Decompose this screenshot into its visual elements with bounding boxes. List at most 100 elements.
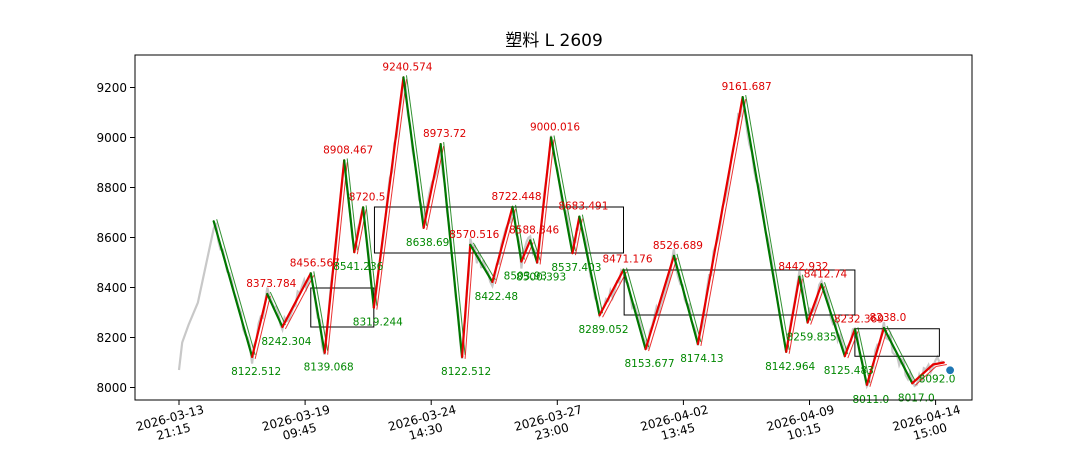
plot-frame: [134, 54, 973, 401]
pivot-label: 8526.689: [653, 240, 703, 252]
zigzag-down-segment: [549, 136, 574, 255]
zigzag-shadow-segment: [886, 325, 916, 382]
zigzag-down-segment: [212, 220, 254, 358]
pivot-label: 8242.304: [261, 336, 311, 348]
zigzag-up-segment: [491, 205, 514, 283]
y-tick-label: 9000: [96, 131, 127, 145]
zigzag-down-segment: [266, 292, 284, 329]
chart-title: 塑料 L 2609: [505, 31, 603, 51]
pivot-label: 8153.677: [625, 358, 675, 370]
pivot-label: 8412.74: [804, 268, 848, 280]
zigzag-shadow-segment: [269, 291, 286, 326]
pivot-label: 8259.835: [787, 332, 837, 344]
zigzag-shadow-segment: [745, 94, 790, 350]
zigzag-up-segment: [785, 275, 801, 353]
pivot-labels: 8122.512 8373.784 8242.304 8456.567 8139.068…: [231, 61, 955, 405]
pivot-label: 8122.512: [231, 366, 281, 378]
zigzag-down-segment: [741, 95, 788, 353]
zigzag-down-segment: [469, 243, 494, 283]
zigzag-shadow-segment: [216, 219, 256, 356]
zigzag-up-segment: [931, 361, 945, 366]
x-tick-label: 2026-03-2723:00: [513, 402, 588, 447]
zigzag-down-segment: [439, 142, 464, 358]
pivot-label: 8456.567: [290, 257, 340, 269]
last-price-marker: [945, 365, 956, 376]
zigzag-up-segment: [353, 206, 365, 254]
zigzag-down-segment: [882, 326, 914, 385]
y-tick-label: 9200: [96, 81, 127, 95]
pivot-label: 8537.403: [551, 262, 601, 274]
zigzag-down-segment: [529, 239, 539, 264]
zigzag-down-segment: [853, 328, 868, 386]
pivot-label: 8973.72: [423, 128, 466, 140]
zigzag-up-segment: [696, 95, 744, 346]
zigzag-shadow-segment: [700, 98, 747, 347]
pivot-label: 8174.13: [680, 353, 723, 365]
pivot-label: 8722.448: [491, 191, 541, 203]
pivot-label: 9161.687: [722, 81, 772, 93]
pivot-label: 8908.467: [323, 144, 373, 156]
zigzag-shadow-segment: [515, 204, 525, 260]
zigzag-up-segment: [598, 268, 625, 317]
zigzag-up-segment: [644, 254, 676, 351]
zigzag-shadow-segment: [254, 295, 271, 359]
zigzag-shadow-segment: [426, 145, 445, 230]
zigzag-up-segment: [251, 292, 269, 358]
zigzag-down-segment: [343, 159, 356, 254]
zigzag-up-segment: [806, 283, 823, 324]
pivot-label: 8125.483: [824, 365, 874, 377]
pivot-label: 8541.236: [333, 261, 383, 273]
pivot-label: 8422.48: [475, 291, 518, 303]
pivot-label: 8720.5: [349, 191, 386, 203]
zigzag-down-segment: [820, 283, 846, 358]
zigzag-shadow-segment: [648, 257, 678, 352]
zigzag-down-segment: [798, 275, 809, 324]
pivot-label: 8238.0: [870, 312, 907, 324]
zigzag-down-segment: [672, 254, 700, 346]
x-axis: 2026-03-1321:15 2026-03-1909:45 2026-03-24…: [134, 400, 966, 447]
pivot-label: 9000.016: [530, 121, 580, 133]
x-tick-label: 2026-04-1415:00: [891, 402, 966, 447]
zigzag-down-segment: [362, 206, 375, 309]
pivot-label: 8139.068: [304, 362, 354, 374]
y-tick-label: 8400: [96, 281, 127, 295]
zigzag-down-segment: [622, 268, 647, 351]
zigzag-shadow-segment: [327, 162, 348, 355]
y-tick-label: 8000: [96, 381, 127, 395]
pivot-label: 8500.393: [516, 271, 566, 283]
zigzag-shadow-segment: [532, 238, 541, 261]
zigzag-shadow-segment: [914, 366, 937, 386]
pivot-label: 8289.052: [578, 324, 628, 336]
zigzag-shadow-segment: [626, 267, 650, 348]
pivot-label: 8570.516: [449, 229, 499, 241]
pivot-label: 8017.0: [898, 392, 935, 404]
zigzag-shadow-segment: [857, 327, 871, 383]
pivot-label: 8232.369: [834, 313, 884, 325]
consolidation-box: [373, 206, 625, 254]
zigzag-shadow-segment: [494, 208, 517, 285]
zigzag-shadow-segment: [788, 278, 803, 354]
consolidation-box: [623, 269, 856, 316]
y-tick-label: 8600: [96, 231, 127, 245]
zigzag-down-segment: [511, 205, 523, 263]
zigzag-down-segment: [309, 272, 326, 354]
last-price-dot: [945, 365, 956, 376]
zigzag-segments: [212, 75, 947, 387]
zigzag-up-segment: [571, 215, 581, 255]
zigzag-shadow-segment: [365, 205, 378, 306]
pivot-label: 9240.574: [382, 61, 432, 73]
zigzag-up-segment: [911, 363, 935, 385]
pivot-label: 8442.932: [778, 261, 828, 273]
zigzag-shadow-segment: [553, 135, 576, 252]
pivot-label: 8638.69: [406, 237, 449, 249]
zigzag-shadow-segment: [464, 246, 474, 359]
zigzag-shadow-segment: [935, 364, 947, 367]
zigzag-up-segment: [422, 142, 442, 229]
pivot-label: 8503.93: [504, 271, 547, 283]
zigzag-down-segment: [402, 76, 425, 229]
zigzag-shadow-segment: [539, 139, 555, 265]
zigzag-shadow-segment: [810, 286, 825, 325]
y-tick-label: 8800: [96, 181, 127, 195]
